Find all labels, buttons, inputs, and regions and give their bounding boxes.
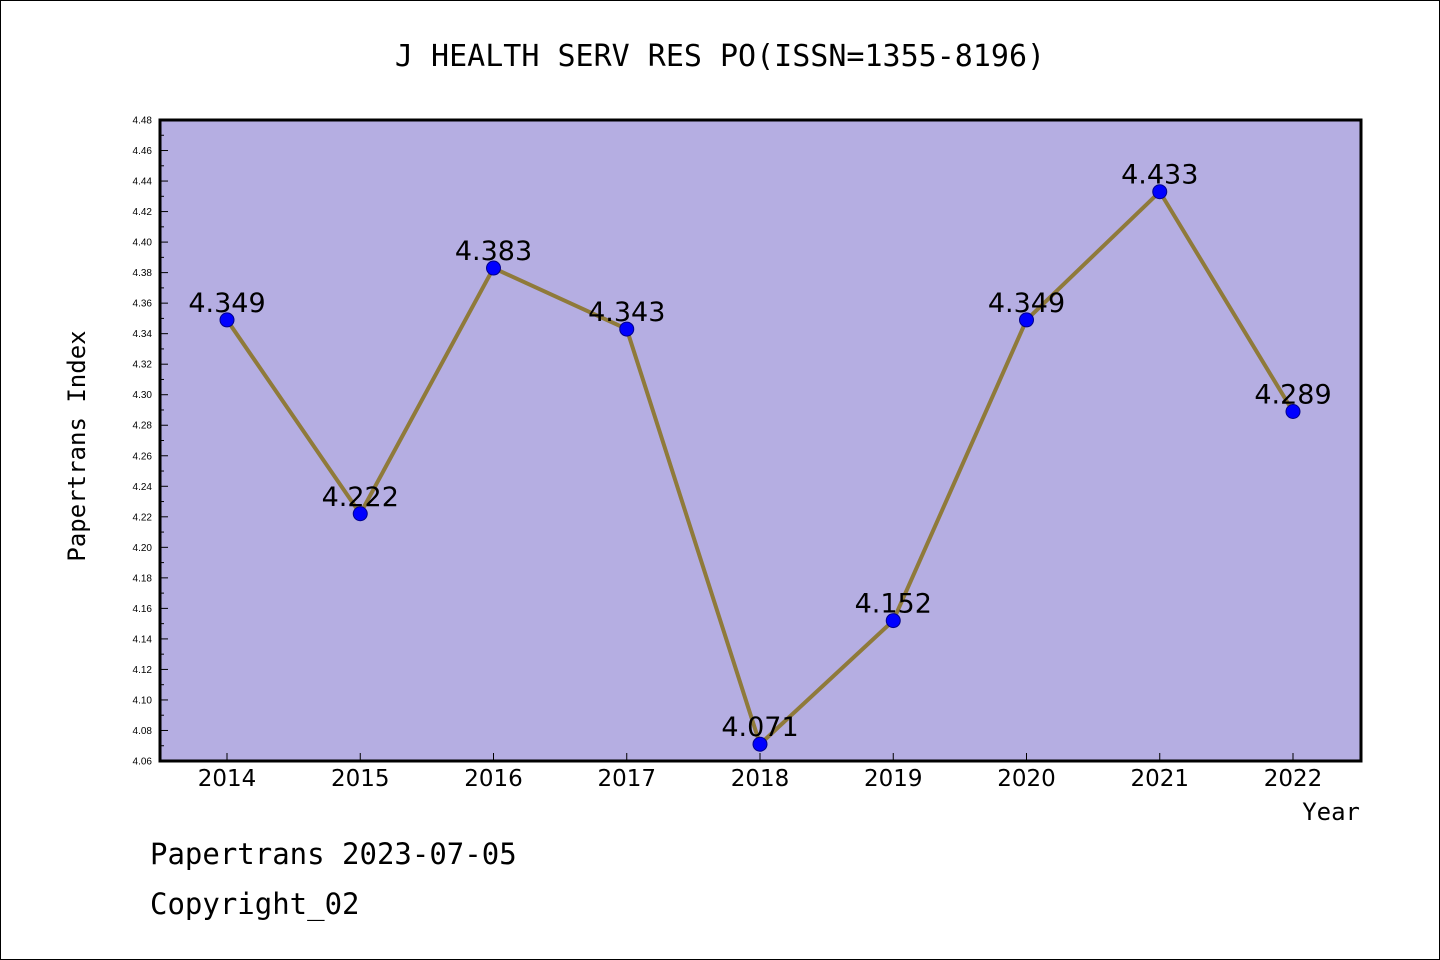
data-point <box>1019 312 1034 328</box>
y-tick-label: 4.06 <box>133 757 153 768</box>
series-markers <box>219 184 1301 752</box>
y-tick-label: 4.42 <box>133 207 153 218</box>
data-label: 4.349 <box>188 288 265 319</box>
y-tick-label: 4.48 <box>133 116 153 127</box>
data-point <box>1285 404 1301 420</box>
y-tick-label: 4.10 <box>133 695 153 706</box>
data-point <box>1152 184 1168 200</box>
x-tick-label: 2021 <box>1130 766 1189 792</box>
y-tick-label: 4.36 <box>133 299 153 310</box>
y-tick-label: 4.38 <box>133 268 153 279</box>
y-tick-label: 4.46 <box>133 146 153 157</box>
y-tick-label: 4.20 <box>133 543 153 554</box>
data-point <box>885 613 901 629</box>
data-label: 4.152 <box>855 589 932 620</box>
data-point <box>352 506 368 522</box>
data-label: 4.433 <box>1121 160 1198 191</box>
y-tick-label: 4.14 <box>133 634 153 645</box>
y-tick-label: 4.16 <box>133 604 153 615</box>
y-tick-label: 4.30 <box>133 390 153 401</box>
x-tick-label: 2016 <box>464 766 523 792</box>
footer-copyright: Copyright_02 <box>150 887 360 922</box>
y-tick-label: 4.32 <box>133 360 153 371</box>
y-tick-label: 4.40 <box>133 238 153 249</box>
x-tick-label: 2015 <box>331 766 390 792</box>
y-axis: 4.06 4.08 4.10 4.12 4.14 4.16 4.18 4.20 4.22 4.24… <box>133 116 168 768</box>
y-tick-label: 4.44 <box>133 177 153 188</box>
data-point <box>219 312 235 328</box>
x-tick-label: 2022 <box>1264 766 1323 792</box>
data-label: 4.289 <box>1254 380 1331 411</box>
y-tick-label: 4.34 <box>133 329 153 340</box>
data-label: 4.071 <box>721 712 798 743</box>
data-label: 4.343 <box>588 297 665 328</box>
data-point <box>752 736 768 752</box>
y-tick-label: 4.22 <box>133 512 153 523</box>
chart-title: J HEALTH SERV RES PO(ISSN=1355-8196) <box>395 39 1045 74</box>
x-tick-label: 2018 <box>731 766 790 792</box>
x-tick-label: 2017 <box>597 766 656 792</box>
y-axis-label: Papertrans Index <box>63 330 91 561</box>
x-axis-label: Year <box>1302 798 1360 826</box>
data-labels: 4.349 4.222 4.383 4.343 4.071 4.152 4.349 4.433… <box>188 160 1331 743</box>
y-tick-label: 4.18 <box>133 573 153 584</box>
y-tick-label: 4.26 <box>133 451 153 462</box>
plot-area <box>158 118 1363 763</box>
data-point <box>619 321 635 337</box>
x-tick-label: 2019 <box>864 766 923 792</box>
data-label: 4.349 <box>988 288 1065 319</box>
x-tick-label: 2020 <box>997 766 1056 792</box>
data-point <box>486 260 501 276</box>
y-tick-label: 4.24 <box>133 482 153 493</box>
y-tick-label: 4.12 <box>133 665 153 676</box>
data-label: 4.383 <box>455 236 532 267</box>
data-label: 4.222 <box>322 482 399 513</box>
x-axis: 2014 2015 2016 2017 2018 2019 2020 2021 2022 <box>198 753 1323 792</box>
footer-date: Papertrans 2023-07-05 <box>150 837 517 871</box>
y-tick-label: 4.08 <box>133 726 153 737</box>
y-tick-label: 4.28 <box>133 421 153 432</box>
x-tick-label: 2014 <box>198 766 257 792</box>
